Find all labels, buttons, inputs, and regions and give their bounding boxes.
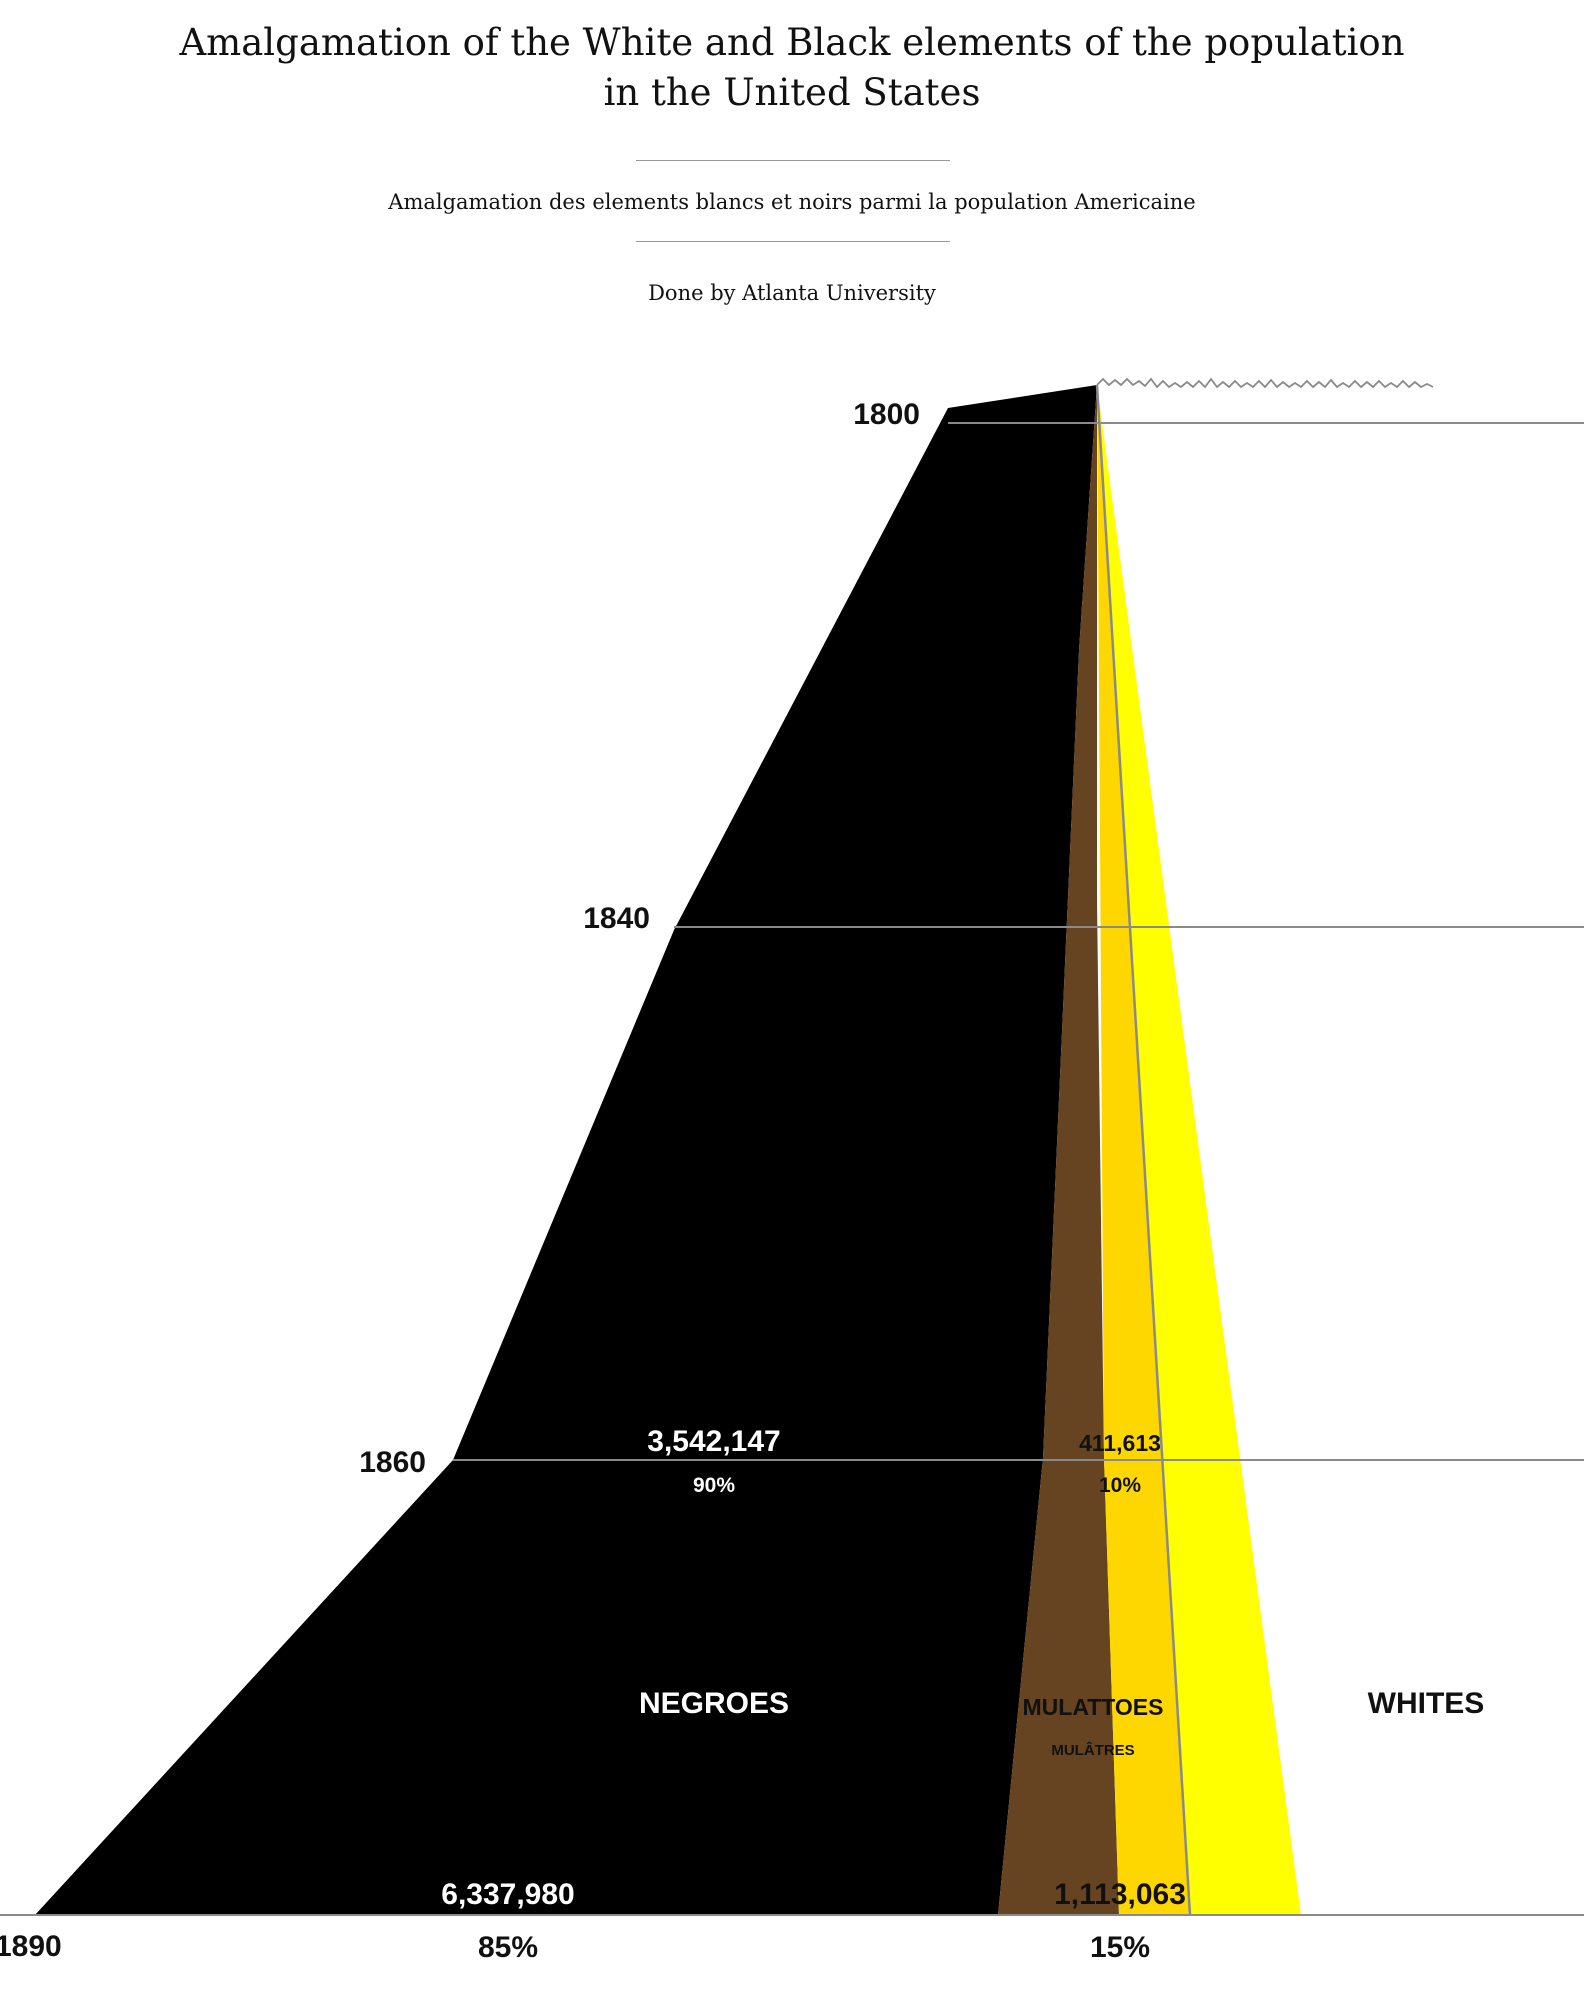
whites-area [1097, 385, 1301, 1915]
series-label-negroes: NEGROES [639, 1687, 789, 1720]
series-label-whites: WHITES [1368, 1687, 1485, 1720]
percent-1890-negroes: 85% [478, 1931, 538, 1964]
value-1890-negroes: 6,337,980 [441, 1878, 574, 1911]
year-label-1800: 1800 [853, 398, 920, 431]
chart-credit: Done by Atlanta University [648, 281, 936, 305]
percent-1860-mulattoes: 10% [1099, 1474, 1141, 1497]
percent-1890-mulattoes: 15% [1090, 1931, 1150, 1964]
value-1860-negroes: 3,542,147 [647, 1425, 780, 1458]
value-1890-mulattoes: 1,113,063 [1054, 1878, 1186, 1911]
value-1860-mulattoes: 411,613 [1079, 1430, 1161, 1456]
chart-title: Amalgamation of the White and Black elem… [130, 18, 1454, 118]
year-label-1890: 1890 [0, 1930, 62, 1963]
title-line-2: in the United States [603, 71, 981, 114]
whites-top-wave [1096, 377, 1434, 389]
title-divider [636, 160, 950, 161]
mulattoes-boundary-line [1095, 384, 1192, 1916]
mulattoes-area-brown [998, 385, 1119, 1915]
percent-1860-negroes: 90% [693, 1474, 735, 1497]
series-label-mulattoes: MULATTOES [1023, 1694, 1164, 1720]
year-label-1860: 1860 [359, 1446, 426, 1479]
negroes-area [35, 385, 1097, 1915]
title-line-1: Amalgamation of the White and Black elem… [179, 21, 1405, 64]
chart-subtitle: Amalgamation des elements blancs et noir… [388, 190, 1196, 214]
year-label-1840: 1840 [583, 902, 650, 935]
series-sublabel-mulattoes: MULÂTRES [1051, 1741, 1134, 1759]
subtitle-divider [636, 241, 950, 242]
